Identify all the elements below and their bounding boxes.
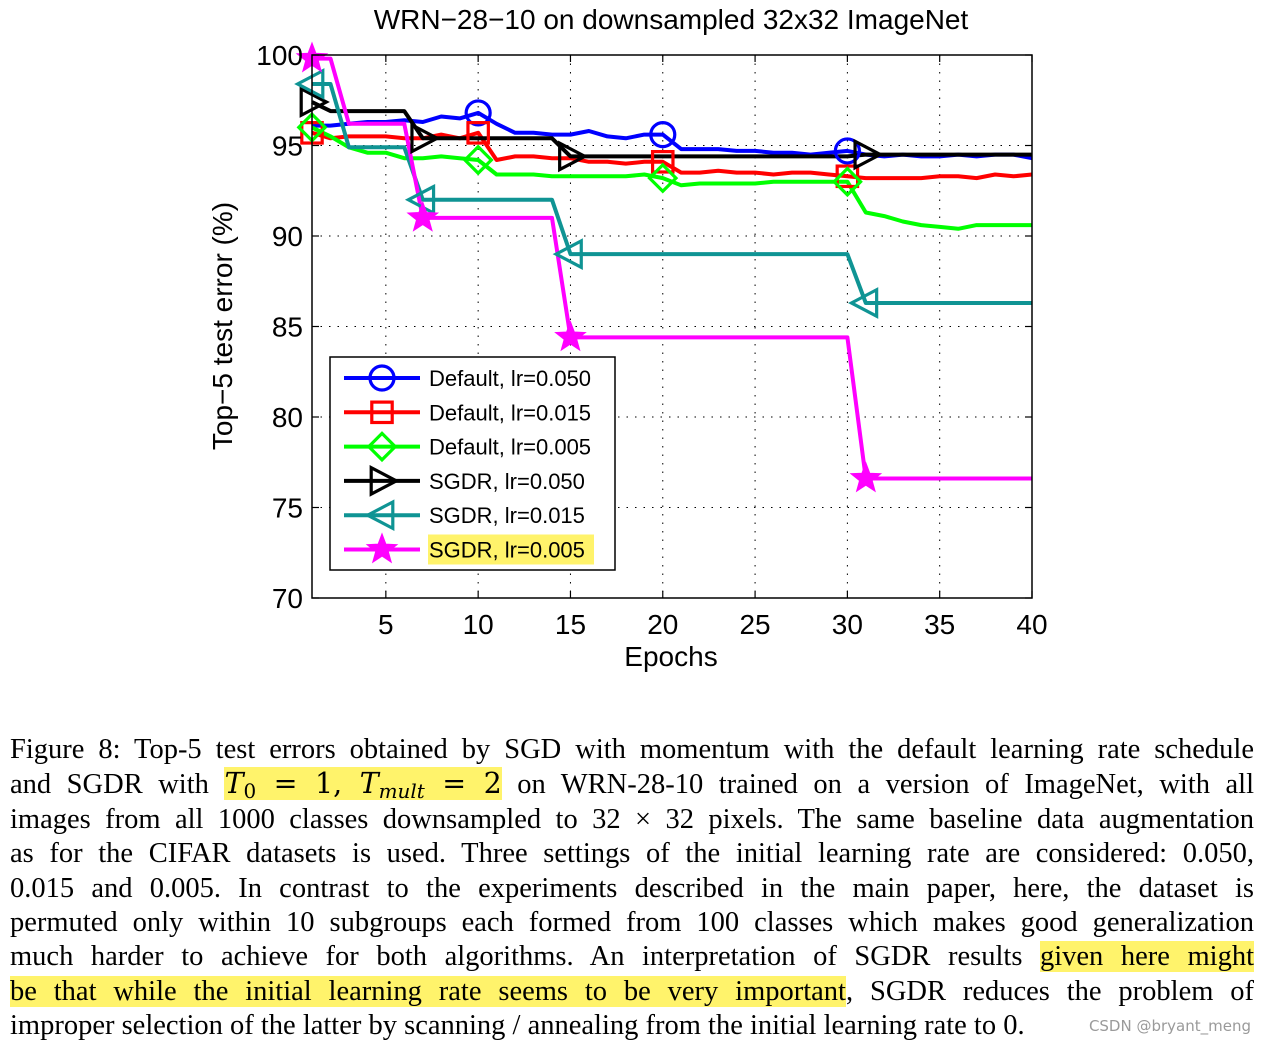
- y-axis-label: Top−5 test error (%): [207, 202, 238, 450]
- series-marker-square: [466, 121, 490, 145]
- watermark: CSDN @bryant_meng: [1088, 1017, 1251, 1035]
- series-marker-triangle-right: [299, 86, 330, 118]
- caption-line: much harder to achieve for both algorith…: [10, 941, 1254, 973]
- caption-line: be that while the initial learning rate …: [10, 975, 1254, 1007]
- series-marker-triangle-right: [369, 465, 400, 497]
- axis-ticks: 5 10 15 20 25 30 35 40 70 75 80 85 90 95 100: [256, 40, 1047, 640]
- legend-label: SGDR, lr=0.050: [429, 469, 585, 494]
- legend-label: Default, lr=0.005: [429, 435, 591, 460]
- x-tick-label: 15: [555, 609, 586, 640]
- y-tick-label: 100: [256, 40, 303, 71]
- x-tick-label: 5: [378, 609, 394, 640]
- y-tick-label: 95: [272, 131, 303, 162]
- x-tick-label: 25: [739, 609, 770, 640]
- caption-math-highlight: T0 = 1, Tmult = 2: [224, 767, 502, 804]
- x-tick-label: 10: [463, 609, 494, 640]
- chart: WRN−28−10 on downsampled 32x32 ImageNet …: [207, 4, 1048, 672]
- x-tick-label: 40: [1016, 609, 1047, 640]
- figure-caption: Figure 8: Top-5 test errors obtained by …: [10, 733, 1254, 1044]
- y-tick-label: 90: [272, 221, 303, 252]
- series-marker-square: [650, 149, 675, 174]
- series-marker-triangle-left: [294, 68, 325, 100]
- series-marker-star: [406, 200, 440, 232]
- caption-line: images from all 1000 classes downsampled…: [10, 803, 1254, 835]
- series-marker-circle: [833, 137, 861, 165]
- caption-line: and SGDR with T0 = 1, Tmult = 2 on WRN-2…: [10, 767, 1255, 804]
- legend-label: Default, lr=0.015: [429, 400, 591, 425]
- x-axis-label: Epochs: [624, 641, 717, 672]
- caption-highlight: be that while the initial learning rate …: [10, 975, 846, 1007]
- x-tick-label: 30: [832, 609, 863, 640]
- legend-highlight: [428, 534, 594, 565]
- series-marker-star: [365, 532, 399, 564]
- caption-line: as for the CIFAR datasets is used. Three…: [10, 838, 1254, 870]
- legend-label: SGDR, lr=0.015: [429, 503, 585, 528]
- caption-line: 0.015 and 0.005. In contrast to the expe…: [10, 872, 1254, 904]
- series-marker-triangle-right: [410, 122, 441, 155]
- series-marker-triangle-right: [558, 140, 589, 173]
- chart-title: WRN−28−10 on downsampled 32x32 ImageNet: [374, 4, 969, 35]
- series-marker-star: [554, 320, 587, 352]
- series-marker-diamond: [366, 431, 398, 463]
- series-marker-square: [835, 164, 860, 189]
- caption-highlight: given here might: [1039, 941, 1254, 973]
- series-marker-triangle-right: [853, 138, 884, 171]
- x-tick-label: 20: [647, 609, 678, 640]
- series-marker-circle: [464, 99, 492, 127]
- y-tick-label: 75: [272, 493, 303, 524]
- y-tick-label: 85: [272, 312, 303, 343]
- series-marker-square: [370, 400, 394, 425]
- y-tick-label: 80: [272, 402, 303, 433]
- series-marker-triangle-left: [847, 287, 879, 319]
- series-marker-diamond: [831, 166, 863, 198]
- x-tick-label: 35: [924, 609, 955, 640]
- series-marker-triangle-left: [364, 499, 395, 532]
- legend-label: SGDR, lr=0.005: [429, 538, 585, 563]
- series-marker-diamond: [462, 144, 494, 176]
- y-tick-label: 70: [272, 583, 303, 614]
- series-marker-circle: [368, 364, 396, 392]
- caption-line: Figure 8: Top-5 test errors obtained by …: [10, 734, 1254, 765]
- caption-line: improper selection of the latter by scan…: [10, 1010, 1025, 1042]
- series-marker-star: [849, 461, 883, 493]
- series-marker-triangle-left: [552, 238, 583, 270]
- legend: Default, lr=0.050 Default, lr=0.015 Defaul…: [329, 356, 616, 571]
- series-marker-diamond: [647, 162, 679, 194]
- series-marker-circle: [649, 121, 677, 149]
- caption-line: permuted only within 10 subgroups each f…: [10, 907, 1254, 939]
- legend-label: Default, lr=0.050: [429, 366, 591, 391]
